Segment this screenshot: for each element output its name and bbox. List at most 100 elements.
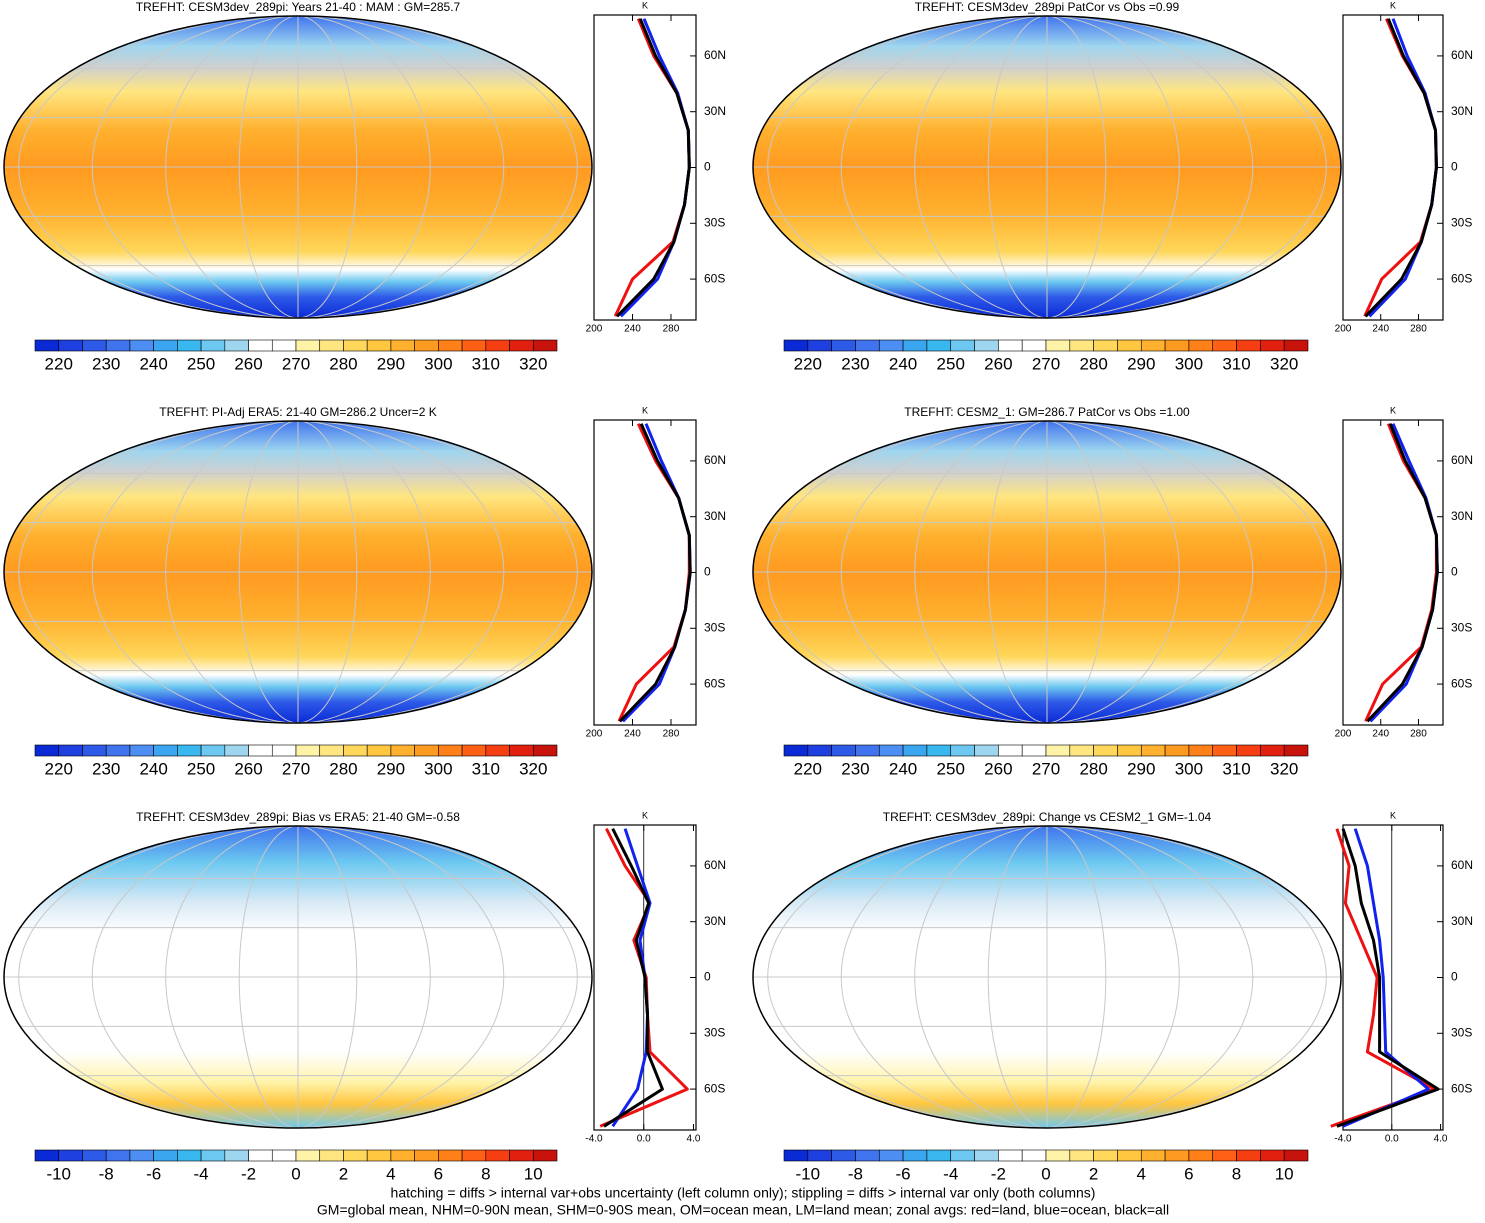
colorbar-box <box>461 339 487 352</box>
map-title: TREFHT: CESM3dev_289pi: Years 21-40 : MA… <box>136 0 461 14</box>
colorbar-box <box>438 339 463 352</box>
zonal-line <box>603 828 664 1128</box>
colorbar-box <box>105 1149 131 1162</box>
y-tick-label: 60S <box>704 676 725 690</box>
colorbar-box <box>855 1149 880 1162</box>
colorbar-box <box>177 1149 202 1162</box>
colorbar-box <box>1164 744 1190 757</box>
colorbar-box <box>319 1149 344 1162</box>
colorbar-box <box>414 744 439 757</box>
y-tick-label: 60N <box>1451 453 1473 467</box>
colorbar-label: -8 <box>848 1164 863 1183</box>
colorbar-box <box>509 744 534 757</box>
colorbar-box <box>998 744 1023 757</box>
meridian <box>987 826 1107 1128</box>
colorbar-box <box>1260 339 1285 352</box>
colorbar-box <box>950 744 975 757</box>
colorbar-box <box>366 339 392 352</box>
colorbar-label: -2 <box>991 1164 1006 1183</box>
colorbar-label: 290 <box>377 759 405 778</box>
y-tick-label: 30N <box>1451 104 1473 118</box>
colorbar-label: 300 <box>1175 759 1203 778</box>
map-outline <box>3 825 593 1129</box>
colorbar-box <box>34 1149 60 1162</box>
meridian <box>165 16 431 318</box>
meridian <box>91 421 505 723</box>
colorbar-box <box>1212 744 1237 757</box>
colorbar-label: 310 <box>1222 759 1250 778</box>
colorbar-label: 4 <box>1137 1164 1146 1183</box>
graticule <box>753 421 1341 723</box>
meridian <box>18 421 578 723</box>
colorbar-box <box>343 744 368 757</box>
colorbar-label: 10 <box>524 1164 543 1183</box>
colorbar-box <box>200 744 226 757</box>
map-outline <box>752 825 1342 1129</box>
colorbar-box <box>177 339 202 352</box>
colorbar-box <box>902 744 928 757</box>
x-tick-label: 280 <box>663 729 680 740</box>
y-tick-label: 60N <box>1451 48 1473 62</box>
meridian <box>91 16 505 318</box>
colorbar-label: 220 <box>45 354 73 373</box>
colorbar-box <box>926 1149 952 1162</box>
colorbar-label: 220 <box>45 759 73 778</box>
y-tick-label: 30S <box>704 1025 725 1039</box>
x-tick-label: 280 <box>1410 324 1427 335</box>
colorbar-label: 220 <box>794 759 822 778</box>
colorbar-label: 240 <box>139 759 167 778</box>
y-tick-label: 0 <box>704 565 711 579</box>
colorbar-box <box>1283 1149 1309 1162</box>
colorbar-box <box>414 1149 439 1162</box>
zonal-unit: K <box>642 405 648 415</box>
colorbar-box <box>1283 339 1309 352</box>
meridian <box>987 421 1107 723</box>
colorbar-box <box>1188 339 1214 352</box>
colorbar-box <box>34 744 60 757</box>
zonal-frame <box>1342 14 1444 321</box>
colorbar-box <box>1093 744 1118 757</box>
x-tick-label: 240 <box>1372 324 1389 335</box>
colorbar-box <box>1164 1149 1190 1162</box>
colorbar-label: 8 <box>481 1164 490 1183</box>
y-tick-label: 30N <box>704 914 726 928</box>
colorbar-label: 0 <box>1041 1164 1050 1183</box>
colorbar-box <box>974 744 999 757</box>
colorbar-label: 290 <box>1127 759 1155 778</box>
map-title: TREFHT: CESM3dev_289pi: Change vs CESM2_… <box>883 810 1212 824</box>
colorbar-box <box>105 339 131 352</box>
x-tick-label: 0.0 <box>637 1134 651 1145</box>
colorbar-box <box>1045 339 1071 352</box>
zonal-line <box>613 18 691 317</box>
colorbar-label: 290 <box>377 354 405 373</box>
y-tick-label: 30N <box>704 104 726 118</box>
colorbar-label: 250 <box>937 759 965 778</box>
y-tick-label: 30S <box>1451 1025 1472 1039</box>
colorbar-label: -2 <box>241 1164 256 1183</box>
map-outline <box>752 420 1342 724</box>
colorbar-box <box>1069 339 1094 352</box>
colorbar-box <box>438 744 463 757</box>
zonal-frame <box>1342 419 1444 726</box>
colorbar-box <box>153 339 178 352</box>
meridian <box>914 421 1180 723</box>
map-outline <box>752 15 1342 319</box>
colorbar-box <box>34 339 60 352</box>
y-tick-label: 60N <box>704 453 726 467</box>
map-title: TREFHT: CESM3dev_289pi: Bias vs ERA5: 21… <box>136 810 460 824</box>
map-title: TREFHT: CESM3dev_289pi PatCor vs Obs =0.… <box>915 0 1180 14</box>
meridian <box>238 826 358 1128</box>
colorbar-box <box>177 744 202 757</box>
y-tick-label: 30S <box>1451 215 1472 229</box>
zonal-line <box>1364 423 1438 722</box>
colorbar-box <box>224 1149 249 1162</box>
y-tick-label: 0 <box>1451 565 1458 579</box>
map-title: TREFHT: PI-Adj ERA5: 21-40 GM=286.2 Unce… <box>159 405 436 419</box>
colorbar-box <box>366 744 392 757</box>
colorbar-box <box>485 1149 510 1162</box>
y-tick-label: 30S <box>704 215 725 229</box>
colorbar-box <box>1117 339 1142 352</box>
colorbar-box <box>129 744 154 757</box>
